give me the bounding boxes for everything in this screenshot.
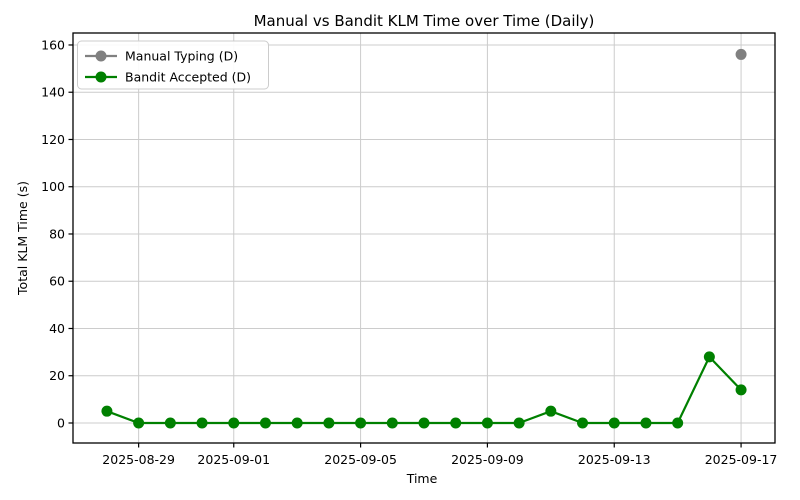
data-point — [703, 351, 715, 363]
data-point — [133, 417, 145, 429]
x-tick-label: 2025-09-17 — [705, 452, 778, 467]
legend: Manual Typing (D) Bandit Accepted (D) — [77, 40, 269, 90]
x-axis-label: Time — [406, 471, 438, 486]
legend-item-manual: Manual Typing (D) — [85, 49, 238, 64]
y-tick-label: 100 — [41, 179, 65, 194]
data-point — [291, 417, 303, 429]
data-point — [640, 417, 652, 429]
data-point — [259, 417, 271, 429]
data-point — [481, 417, 493, 429]
data-point — [608, 417, 620, 429]
axis-ticks: 0 20 40 60 80 100 120 140 160 2025-08-29 2025-09-0… — [41, 37, 777, 467]
data-point — [450, 417, 462, 429]
manual-marker-icon — [95, 50, 107, 62]
data-point — [735, 48, 747, 60]
data-point — [323, 417, 335, 429]
data-point — [545, 405, 557, 417]
x-tick-label: 2025-09-01 — [197, 452, 270, 467]
data-point — [386, 417, 398, 429]
x-tick-label: 2025-08-29 — [102, 452, 175, 467]
bandit-marker-icon — [95, 71, 107, 83]
data-point — [735, 384, 747, 396]
chart-title: Manual vs Bandit KLM Time over Time (Dai… — [254, 12, 595, 30]
y-tick-label: 120 — [41, 132, 65, 147]
data-point — [228, 417, 240, 429]
data-point — [672, 417, 684, 429]
x-tick-label: 2025-09-09 — [451, 452, 524, 467]
y-tick-label: 20 — [49, 368, 65, 383]
data-point — [355, 417, 367, 429]
y-tick-label: 40 — [49, 321, 65, 336]
legend-label-manual: Manual Typing (D) — [125, 49, 238, 64]
y-tick-label: 140 — [41, 85, 65, 100]
legend-item-bandit: Bandit Accepted (D) — [85, 70, 251, 85]
data-point — [101, 405, 113, 417]
plot-border — [72, 32, 776, 444]
grid-lines — [73, 33, 775, 443]
data-point — [196, 417, 208, 429]
data-point — [513, 417, 525, 429]
x-tick-label: 2025-09-13 — [578, 452, 651, 467]
y-axis-label: Total KLM Time (s) — [15, 181, 30, 296]
data-point — [164, 417, 176, 429]
y-tick-label: 0 — [57, 415, 65, 430]
y-tick-label: 60 — [49, 274, 65, 289]
data-point — [418, 417, 430, 429]
legend-frame — [77, 40, 269, 90]
legend-label-bandit: Bandit Accepted (D) — [125, 70, 251, 85]
y-tick-label: 160 — [41, 37, 65, 52]
x-tick-label: 2025-09-05 — [324, 452, 397, 467]
data-series — [101, 48, 747, 429]
data-point — [577, 417, 589, 429]
y-tick-label: 80 — [49, 226, 65, 241]
